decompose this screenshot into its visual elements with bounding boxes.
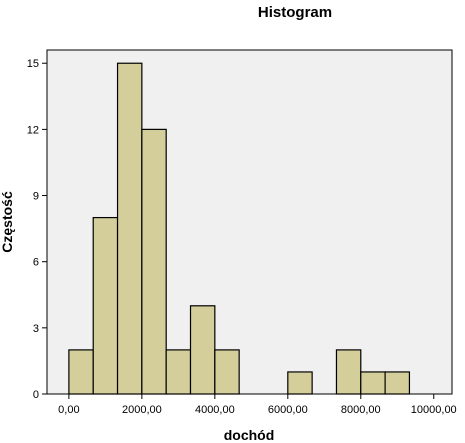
bars-group xyxy=(68,62,411,395)
histogram-bar xyxy=(189,305,216,395)
chart-title: Histogram xyxy=(258,4,332,21)
x-tick-label: 4000,00 xyxy=(195,404,235,416)
x-tick-label: 6000,00 xyxy=(268,404,308,416)
histogram-bar xyxy=(141,128,167,395)
histogram-bar xyxy=(214,349,240,395)
y-tick-label: 15 xyxy=(27,58,39,70)
histogram-bar xyxy=(360,371,386,395)
y-tick-label: 12 xyxy=(27,124,39,136)
histogram-bar xyxy=(92,216,119,395)
y-axis: 0 3 6 9 12 15 xyxy=(27,58,47,401)
x-tick-label: 0,00 xyxy=(58,404,79,416)
y-tick-label: 6 xyxy=(33,257,39,269)
histogram-bar xyxy=(68,349,94,395)
x-axis: 0,00 2000,00 4000,00 6000,00 8000,00 10000,00 xyxy=(58,394,457,416)
histogram-bar xyxy=(165,349,192,395)
histogram-bar xyxy=(116,62,143,395)
x-tick-label: 10000,00 xyxy=(411,404,457,416)
histogram-bar xyxy=(384,371,411,395)
y-tick-label: 0 xyxy=(33,389,39,401)
x-tick-label: 2000,00 xyxy=(122,404,162,416)
histogram-bar xyxy=(287,371,313,395)
x-tick-label: 8000,00 xyxy=(341,404,381,416)
y-tick-label: 9 xyxy=(33,191,39,203)
x-axis-label: dochód xyxy=(224,427,275,443)
y-tick-label: 3 xyxy=(33,323,39,335)
histogram-bar xyxy=(335,349,362,395)
y-axis-label: Częstość xyxy=(0,191,15,253)
